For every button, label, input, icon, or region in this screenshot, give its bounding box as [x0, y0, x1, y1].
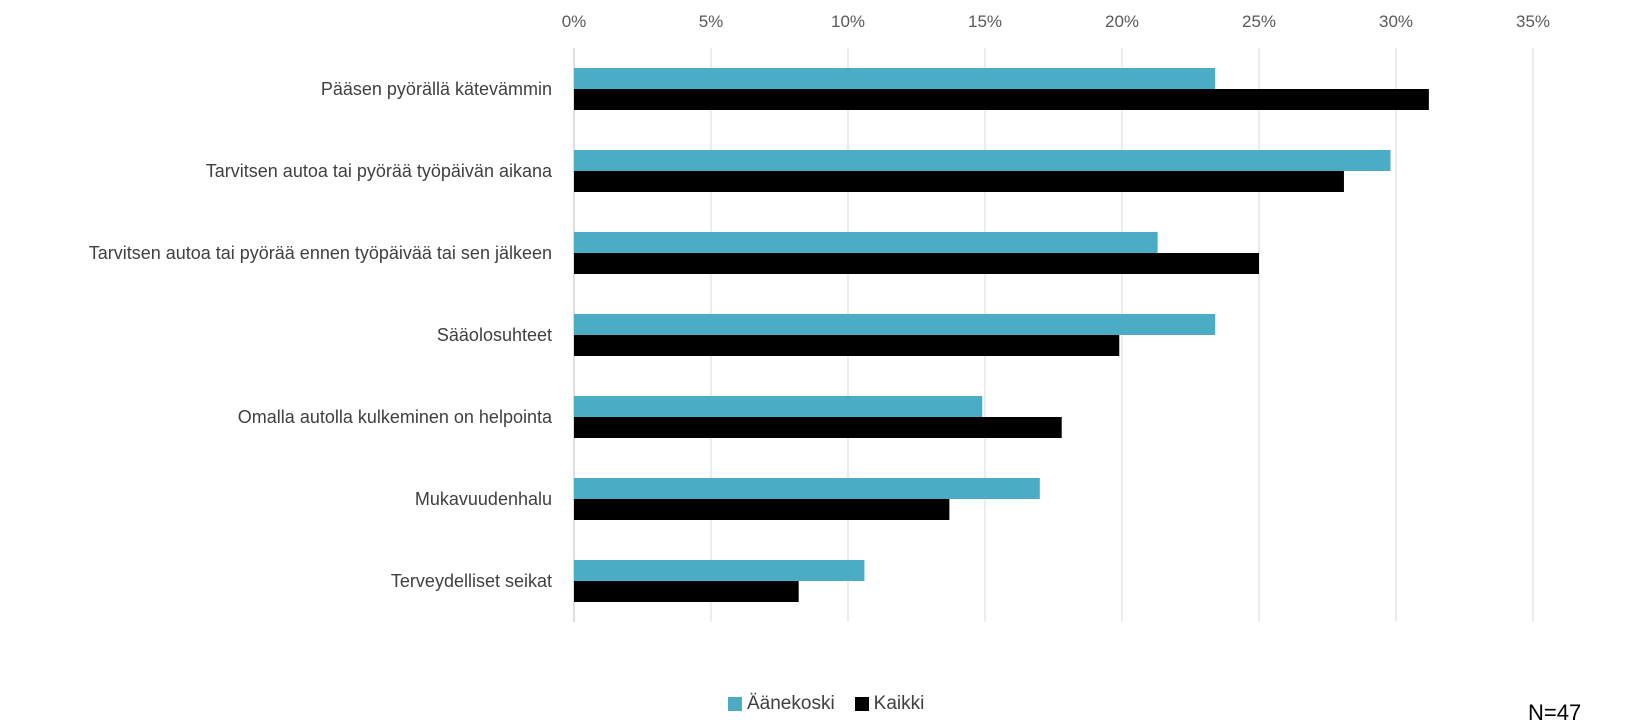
category-label: Mukavuudenhalu — [415, 489, 552, 509]
category-label: Omalla autolla kulkeminen on helpointa — [238, 407, 553, 427]
bar-aanekoski — [574, 478, 1040, 499]
legend-swatch-aanekoski — [728, 697, 742, 711]
bar-kaikki — [574, 89, 1429, 110]
bar-kaikki — [574, 253, 1259, 274]
legend-label-kaikki: Kaikki — [873, 693, 925, 714]
sample-size-note: N=47 — [1528, 700, 1582, 725]
x-axis-ticks: 0% 5% 10% 15% 20% 25% 30% 35% — [562, 12, 1550, 31]
bar-aanekoski — [574, 68, 1216, 89]
bars — [574, 68, 1429, 602]
x-tick-label: 15% — [968, 12, 1002, 31]
bar-aanekoski — [574, 314, 1216, 335]
category-label: Tarvitsen autoa tai pyörää ennen työpäiv… — [89, 243, 552, 263]
bar-aanekoski — [574, 150, 1391, 171]
bar-aanekoski — [574, 396, 983, 417]
category-label: Terveydelliset seikat — [391, 571, 552, 591]
x-tick-label: 10% — [831, 12, 865, 31]
bar-aanekoski — [574, 560, 865, 581]
bar-kaikki — [574, 581, 799, 602]
bar-kaikki — [574, 335, 1120, 356]
legend-label-aanekoski: Äänekoski — [747, 693, 835, 714]
category-labels: Pääsen pyörällä kätevämmin Tarvitsen auto… — [89, 79, 553, 591]
category-label: Sääolosuhteet — [437, 325, 552, 345]
category-label: Pääsen pyörällä kätevämmin — [321, 79, 552, 99]
bar-kaikki — [574, 171, 1344, 192]
x-tick-label: 0% — [562, 12, 587, 31]
bar-kaikki — [574, 417, 1062, 438]
legend-item-kaikki: Kaikki — [854, 693, 925, 715]
legend: Äänekoski Kaikki — [728, 693, 944, 715]
bar-kaikki — [574, 499, 950, 520]
bar-aanekoski — [574, 232, 1158, 253]
legend-swatch-kaikki — [854, 697, 869, 711]
x-tick-label: 30% — [1379, 12, 1413, 31]
category-label: Tarvitsen autoa tai pyörää työpäivän aik… — [206, 161, 553, 181]
x-tick-label: 20% — [1105, 12, 1139, 31]
legend-item-aanekoski: Äänekoski — [728, 693, 835, 715]
x-tick-label: 35% — [1516, 12, 1550, 31]
x-tick-label: 5% — [699, 12, 724, 31]
x-tick-label: 25% — [1242, 12, 1276, 31]
